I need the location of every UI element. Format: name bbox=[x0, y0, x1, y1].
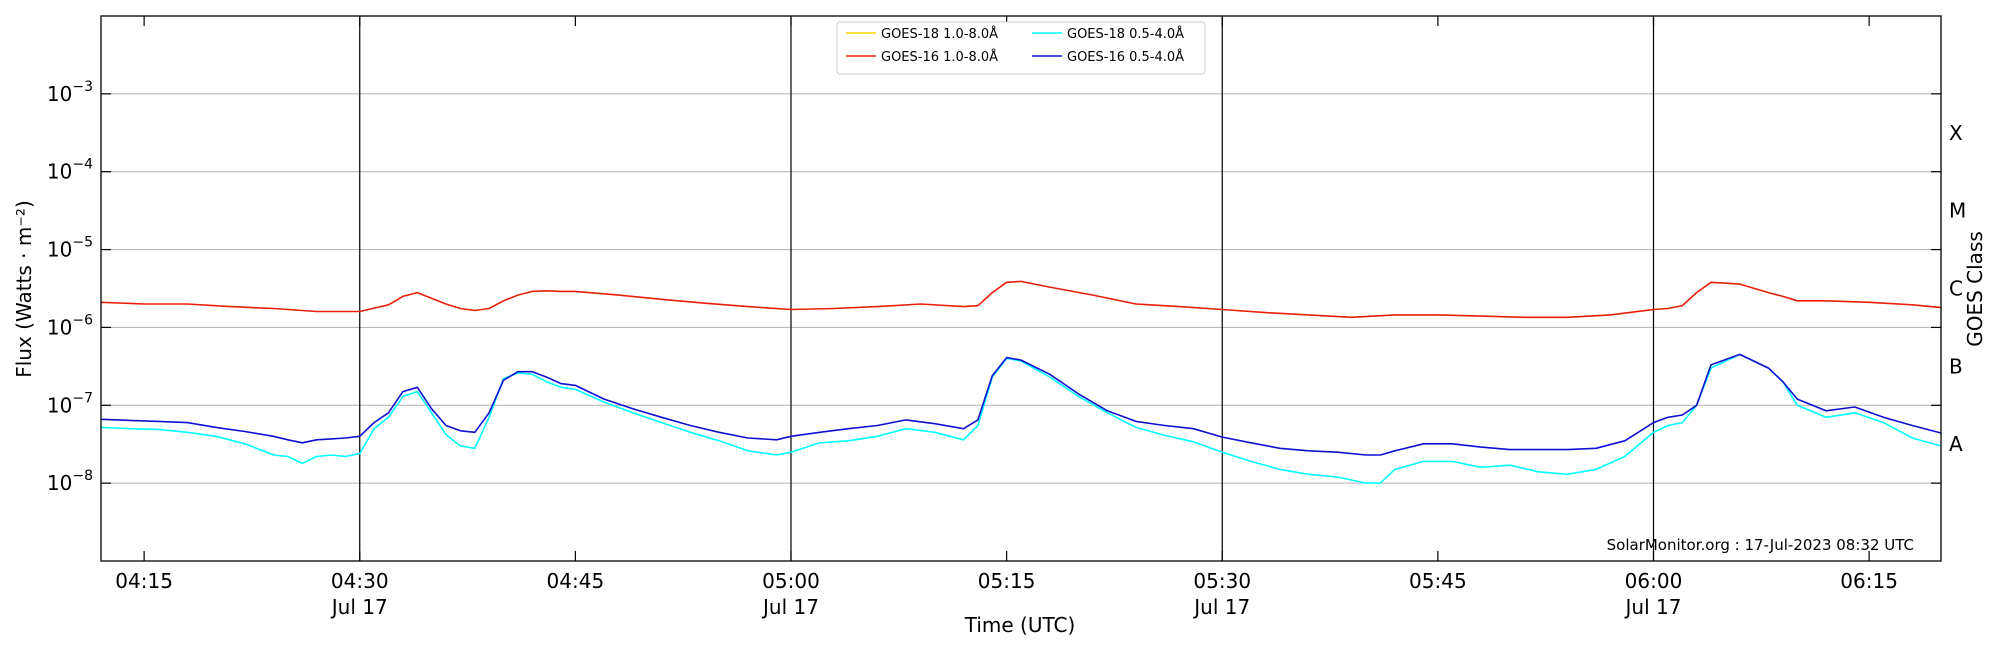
series-line-1 bbox=[100, 280, 1942, 319]
x-tick-sublabel: Jul 17 bbox=[1192, 595, 1250, 619]
x-tick-sublabel: Jul 17 bbox=[1624, 595, 1682, 619]
y-tick-label: 10−3 bbox=[47, 79, 93, 106]
y-axis-title: Flux (Watts · m⁻²) bbox=[12, 200, 36, 378]
plot-frame bbox=[100, 15, 1942, 562]
x-tick-sublabel: Jul 17 bbox=[330, 595, 388, 619]
right-axis-title: GOES Class bbox=[1963, 231, 1987, 347]
legend: GOES-18 1.0-8.0Å GOES-16 1.0-8.0Å GOES-18 … bbox=[836, 21, 1206, 75]
y-tick-label: 10−5 bbox=[47, 235, 93, 262]
y-tick-label: 10−6 bbox=[47, 312, 93, 339]
legend-frame bbox=[836, 21, 1206, 75]
x-axis-title: Time (UTC) bbox=[964, 613, 1076, 637]
goes-class-labels: A B C M X bbox=[1949, 121, 1966, 456]
x-tick-label: 04:45 bbox=[547, 569, 605, 593]
x-tick-label: 04:15 bbox=[115, 569, 173, 593]
y-tick-label: 10−4 bbox=[47, 157, 93, 184]
day-marker-lines bbox=[359, 16, 1655, 561]
goes-class-label: M bbox=[1949, 199, 1966, 223]
y-tick-label: 10−8 bbox=[47, 468, 93, 495]
legend-label: GOES-16 1.0-8.0Å bbox=[881, 49, 998, 65]
legend-label: GOES-18 1.0-8.0Å bbox=[881, 26, 998, 42]
x-tick-label: 06:00 bbox=[1625, 569, 1683, 593]
legend-label: GOES-16 0.5-4.0Å bbox=[1067, 49, 1184, 65]
x-tick-label: 05:30 bbox=[1193, 569, 1251, 593]
y-axis-ticks: 10−8 10−7 10−6 10−5 10−4 10−3 bbox=[47, 79, 1941, 495]
legend-label: GOES-18 0.5-4.0Å bbox=[1067, 26, 1184, 42]
x-tick-sublabel: Jul 17 bbox=[761, 595, 819, 619]
x-tick-label: 05:45 bbox=[1409, 569, 1467, 593]
goes-class-label: C bbox=[1949, 277, 1963, 301]
x-tick-label: 05:00 bbox=[762, 569, 820, 593]
x-tick-label: 05:15 bbox=[978, 569, 1036, 593]
x-tick-label: 06:15 bbox=[1840, 569, 1898, 593]
y-tick-label: 10−7 bbox=[47, 390, 93, 417]
goes-class-label: X bbox=[1949, 121, 1963, 145]
x-tick-label: 04:30 bbox=[331, 569, 389, 593]
goes-class-label: B bbox=[1949, 354, 1963, 378]
credit-text: SolarMonitor.org : 17-Jul-2023 08:32 UTC bbox=[1607, 536, 1914, 554]
data-series bbox=[100, 280, 1942, 484]
series-line-3 bbox=[100, 353, 1942, 456]
series-line-2 bbox=[100, 353, 1942, 484]
grid-lines bbox=[101, 93, 1941, 484]
goes-class-label: A bbox=[1949, 432, 1963, 456]
legend-items: GOES-18 1.0-8.0Å GOES-16 1.0-8.0Å GOES-18 … bbox=[846, 26, 1184, 65]
